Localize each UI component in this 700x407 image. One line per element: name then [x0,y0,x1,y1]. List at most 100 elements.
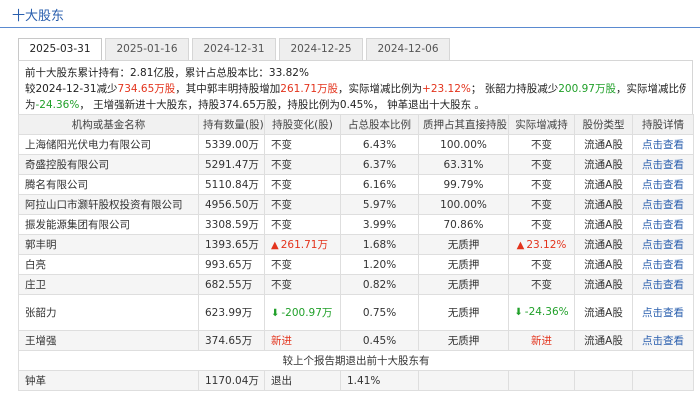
detail-link[interactable]: 点击查看 [632,214,694,235]
holding-change: 不变 [264,194,341,215]
holder-name: 郭丰明 [18,234,199,255]
empty-cell [632,370,694,391]
detail-link[interactable]: 点击查看 [632,234,694,255]
holder-name: 奇盛控股有限公司 [18,154,199,175]
holder-name: 上海储阳光伏电力有限公司 [18,134,199,155]
holder-name: 白亮 [18,254,199,275]
empty-cell [508,370,575,391]
holder-name: 腾名有限公司 [18,174,199,195]
detail-link[interactable]: 点击查看 [632,330,694,351]
share-ratio: 1.68% [340,234,419,255]
summary-text: ，累计占总股本比： [174,67,269,79]
share-ratio: 0.45% [340,330,419,351]
pledge-ratio: 无质押 [418,294,509,331]
col-header-qty: 持有数量(股) [198,114,265,135]
holding-change: 退出 [264,370,341,391]
summary-line-1: 前十大股东累计持有：2.81亿股，累计占总股本比：33.82% [25,65,686,81]
actual-change: ▲ 23.12% [508,234,575,255]
share-ratio: 0.75% [340,294,419,331]
share-type: 流通A股 [574,134,633,155]
holding-change: 不变 [264,254,341,275]
col-header-change: 持股变化(股) [264,114,341,135]
holder-name: 阿拉山口市灏轩股权投资有限公司 [18,194,199,215]
detail-link[interactable]: 点击查看 [632,274,694,295]
holder-name: 庄卫 [18,274,199,295]
pledge-ratio: 100.00% [418,194,509,215]
share-ratio: 5.97% [340,194,419,215]
share-type: 流通A股 [574,194,633,215]
actual-change-wrap: ⬇ -24.36% [513,305,570,320]
section-title: 十大股东 [12,9,65,24]
holding-qty: 374.65万 [198,330,265,351]
tab-2024-12-06[interactable]: 2024-12-06 [366,38,450,60]
holding-change: 不变 [264,134,341,155]
summary-text: ，实际增减比例为 [338,83,423,95]
holder-name: 王增强 [18,330,199,351]
section-divider [0,27,700,28]
holding-qty: 682.55万 [198,274,265,295]
holding-change: 不变 [264,274,341,295]
summary-text: 较2024-12-31减少 [25,83,118,95]
col-header-detail: 持股详情 [632,114,694,135]
detail-link[interactable]: 点击查看 [632,174,694,195]
holding-change: 不变 [264,174,341,195]
actual-change-value: 23.12% [526,238,567,251]
summary-decrease-value: 734.65万股 [117,83,176,95]
summary-increase-value: 261.71万股 [280,83,339,95]
table-row: 奇盛控股有限公司 5291.47万 不变 6.37% 63.31% 不变 流通A… [18,154,694,175]
col-header-pledge: 质押占其直接持股比 [418,114,509,135]
detail-link[interactable]: 点击查看 [632,154,694,175]
detail-link[interactable]: 点击查看 [632,134,694,155]
summary-text: ，实际增减比例 [615,83,686,95]
empty-cell [574,370,633,391]
share-type: 流通A股 [574,214,633,235]
table-row: 腾名有限公司 5110.84万 不变 6.16% 99.79% 不变 流通A股 … [18,174,694,195]
share-ratio: 1.41% [340,370,419,391]
share-ratio: 0.82% [340,274,419,295]
actual-change: 不变 [508,154,575,175]
pledge-ratio: 63.31% [418,154,509,175]
holding-qty: 5339.00万 [198,134,265,155]
holding-qty: 3308.59万 [198,214,265,235]
summary-reduce-value: 200.97万股 [558,83,616,95]
share-type: 流通A股 [574,154,633,175]
holding-qty: 993.65万 [198,254,265,275]
holder-name: 张韶力 [18,294,199,331]
exit-section-title: 较上个报告期退出前十大股东有 [18,350,694,371]
summary-text: ， 王增强新进十大股东，持股374.65万股，持股比例为0.45%， 钟革退出十… [79,99,485,111]
tab-2025-03-31[interactable]: 2025-03-31 [18,38,102,61]
detail-link[interactable]: 点击查看 [632,254,694,275]
detail-link[interactable]: 点击查看 [632,294,694,331]
share-type: 流通A股 [574,294,633,331]
holding-change: 不变 [264,154,341,175]
summary-line-3: 为-24.36%， 王增强新进十大股东，持股374.65万股，持股比例为0.45… [25,97,686,113]
table-row: 郭丰明 1393.65万 ▲ 261.71万 1.68% 无质押 ▲ 23.12% … [18,234,694,255]
holding-qty: 5110.84万 [198,174,265,195]
actual-change: 不变 [508,254,575,275]
col-header-name: 机构或基金名称 [18,114,199,135]
table-row: 王增强 374.65万 新进 0.45% 无质押 新进 流通A股 点击查看 [18,330,694,351]
empty-cell [418,370,509,391]
holding-change: 不变 [264,214,341,235]
summary-line-2: 较2024-12-31减少734.65万股，其中郭丰明持股增加261.71万股，… [25,81,686,97]
share-ratio: 3.99% [340,214,419,235]
pledge-ratio: 100.00% [418,134,509,155]
actual-change: 不变 [508,274,575,295]
share-ratio: 6.16% [340,174,419,195]
holding-qty: 1393.65万 [198,234,265,255]
col-header-actual: 实际增减持 [508,114,575,135]
tab-2024-12-25[interactable]: 2024-12-25 [279,38,363,60]
exit-section-header: 较上个报告期退出前十大股东有 [18,350,694,371]
detail-link[interactable]: 点击查看 [632,194,694,215]
share-type: 流通A股 [574,254,633,275]
pledge-ratio: 无质押 [418,274,509,295]
summary-text: 为 [25,99,36,111]
summary-total-shares: 2.81亿股 [130,67,175,79]
arrow-up-icon: ▲ [516,239,525,251]
actual-change: 不变 [508,134,575,155]
table-row: 白亮 993.65万 不变 1.20% 无质押 不变 流通A股 点击查看 [18,254,694,275]
tab-2024-12-31[interactable]: 2024-12-31 [192,38,276,60]
share-type: 流通A股 [574,174,633,195]
tab-2025-01-16[interactable]: 2025-01-16 [105,38,189,60]
share-ratio: 6.37% [340,154,419,175]
